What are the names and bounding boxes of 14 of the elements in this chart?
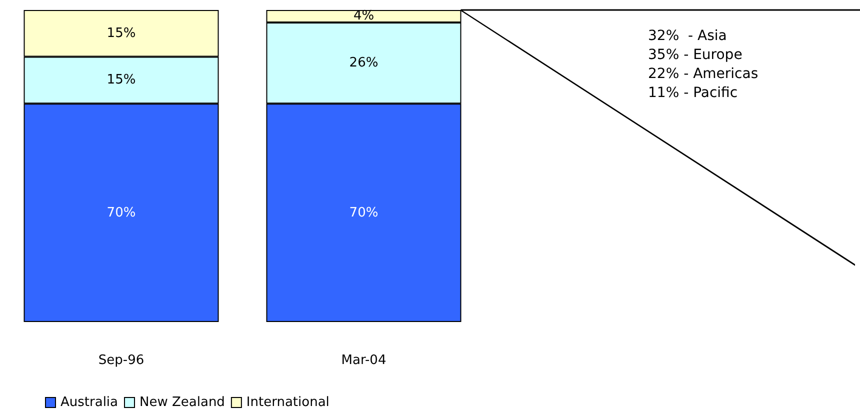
legend-label: New Zealand bbox=[140, 395, 225, 410]
data-label: 70% bbox=[106, 205, 136, 220]
text: 11% - Pacific bbox=[648, 85, 738, 101]
data-label: 70% bbox=[349, 205, 378, 220]
text: 22% - Americas bbox=[648, 66, 758, 82]
data-label: 26% bbox=[349, 56, 378, 71]
text: 35% - Europe bbox=[648, 47, 742, 63]
data-label: 15% bbox=[106, 26, 136, 41]
text: 32% - Asia bbox=[648, 28, 727, 44]
legend-label: Australia bbox=[60, 395, 118, 410]
x-tick-label: Mar-04 bbox=[341, 353, 386, 368]
data-label: 15% bbox=[106, 72, 136, 88]
x-tick-label: Sep-96 bbox=[98, 353, 144, 368]
legend-label: International bbox=[246, 395, 330, 410]
